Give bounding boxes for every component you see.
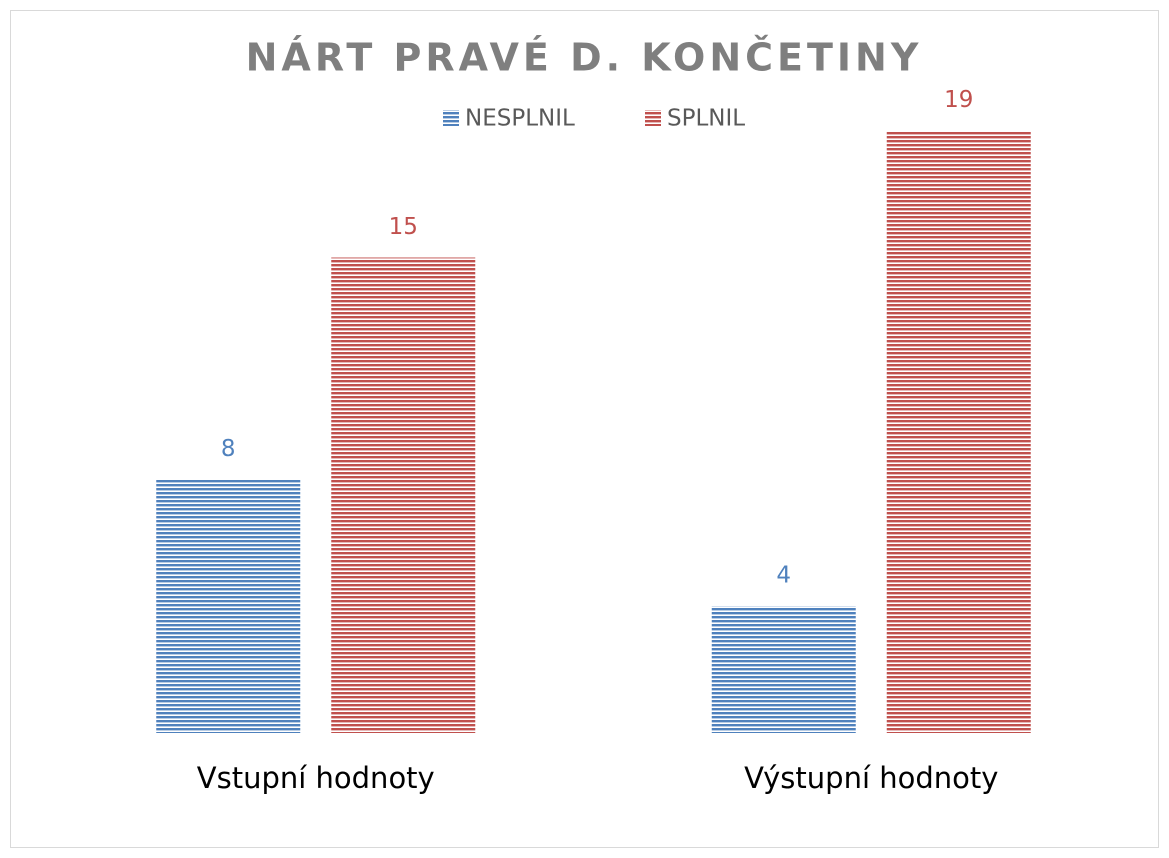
legend-label: SPLNIL bbox=[667, 106, 745, 132]
bar bbox=[156, 479, 301, 733]
legend-label: NESPLNIL bbox=[465, 106, 575, 132]
x-tick-label: Vstupní hodnoty bbox=[197, 761, 435, 795]
bar bbox=[331, 257, 476, 733]
data-label: 15 bbox=[389, 214, 418, 240]
data-label: 19 bbox=[944, 87, 973, 113]
legend-swatch bbox=[443, 110, 459, 126]
bar bbox=[711, 606, 856, 733]
data-label: 8 bbox=[221, 436, 236, 462]
bar bbox=[886, 130, 1031, 733]
x-tick-label: Výstupní hodnoty bbox=[744, 761, 998, 795]
legend-swatch bbox=[645, 110, 661, 126]
chart-title: NÁRT PRAVÉ D. KONČETINY bbox=[246, 36, 923, 80]
data-label: 4 bbox=[776, 563, 791, 589]
